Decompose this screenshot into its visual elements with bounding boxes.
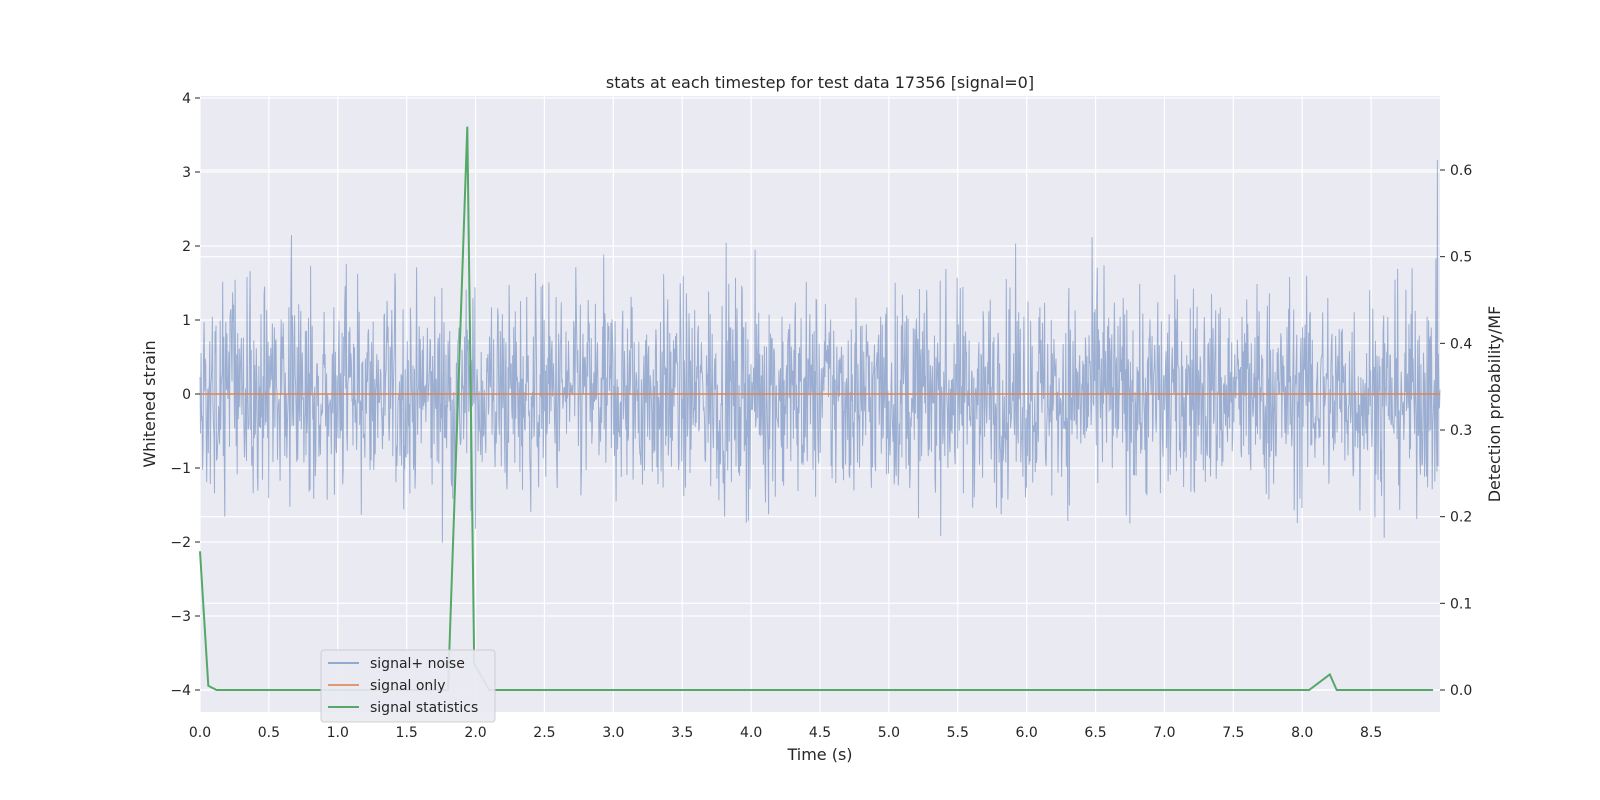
- x-tick-label: 6.5: [1084, 725, 1106, 741]
- ticks: 0.0 0.5 1.0 1.5 2.0 2.5 3.0 3.5 4.0 4.5 5.0 5.5 6.0 6…: [170, 91, 1472, 741]
- y-tick-label: −1: [170, 461, 191, 477]
- x-tick-label: 1.0: [327, 725, 349, 741]
- legend-label-signal-statistics: signal statistics: [370, 700, 478, 716]
- x-tick-label: 5.5: [947, 725, 969, 741]
- legend-label-signal-only: signal only: [370, 678, 445, 694]
- y2-tick-label: 0.4: [1450, 336, 1472, 352]
- x-tick-label: 2.5: [533, 725, 555, 741]
- y-tick-label: 3: [182, 165, 191, 181]
- chart-title: stats at each timestep for test data 173…: [606, 73, 1034, 92]
- x-tick-label: 3.0: [602, 725, 624, 741]
- y2-tick-label: 0.6: [1450, 163, 1472, 179]
- x-tick-label: 3.5: [671, 725, 693, 741]
- y2-tick-label: 0.0: [1450, 683, 1472, 699]
- x-tick-label: 6.0: [1016, 725, 1038, 741]
- x-tick-label: 8.5: [1360, 725, 1382, 741]
- y2-tick-label: 0.1: [1450, 596, 1472, 612]
- x-tick-label: 0.0: [189, 725, 211, 741]
- legend: signal+ noise signal only signal statist…: [320, 649, 496, 723]
- x-tick-label: 7.0: [1153, 725, 1175, 741]
- y-axis-label: Whitened strain: [140, 340, 159, 467]
- x-tick-label: 2.0: [464, 725, 486, 741]
- y-tick-label: −2: [170, 535, 191, 551]
- y-tick-label: 4: [182, 91, 191, 107]
- y-tick-label: −4: [170, 683, 191, 699]
- x-tick-label: 0.5: [258, 725, 280, 741]
- y-tick-label: 2: [182, 239, 191, 255]
- x-tick-label: 8.0: [1291, 725, 1313, 741]
- signal-noise-series: [199, 159, 1441, 543]
- x-tick-label: 7.5: [1222, 725, 1244, 741]
- x-tick-label: 4.0: [740, 725, 762, 741]
- y-tick-label: 1: [182, 313, 191, 329]
- x-tick-label: 5.0: [878, 725, 900, 741]
- y2-tick-label: 0.5: [1450, 250, 1472, 266]
- legend-box: [320, 649, 496, 723]
- y2-axis-label: Detection probability/MF: [1485, 306, 1504, 503]
- y-tick-label: −3: [170, 609, 191, 625]
- x-tick-label: 1.5: [396, 725, 418, 741]
- y-tick-label: 0: [182, 387, 191, 403]
- signal-noise-line: [199, 159, 1441, 543]
- x-axis-label: Time (s): [786, 745, 852, 764]
- y2-tick-label: 0.3: [1450, 423, 1472, 439]
- y2-tick-label: 0.2: [1450, 510, 1472, 526]
- legend-label-signal-noise: signal+ noise: [370, 656, 465, 672]
- x-tick-label: 4.5: [809, 725, 831, 741]
